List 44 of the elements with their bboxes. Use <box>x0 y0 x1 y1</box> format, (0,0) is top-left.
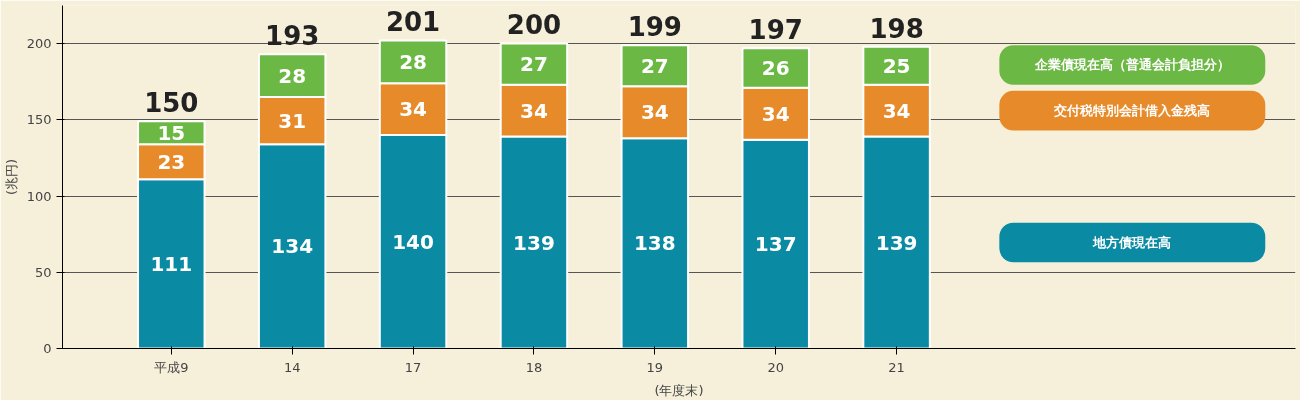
text: 企業債現在高（普通会計負担分） <box>1033 57 1230 73</box>
x-tick-label: 19 <box>646 359 664 375</box>
total-label: 200 <box>506 10 562 41</box>
data-label: 15 <box>157 120 186 145</box>
data-label: 34 <box>520 98 548 123</box>
data-label: 111 <box>150 251 193 276</box>
data-label: 137 <box>754 232 797 257</box>
data-label: 34 <box>882 98 911 123</box>
data-label: 23 <box>157 149 186 174</box>
data-label: 139 <box>513 230 555 255</box>
total-label: 197 <box>748 15 803 46</box>
y-tick-label: 50 <box>34 264 52 280</box>
y-tick-label: 150 <box>26 112 52 128</box>
x-tick-label: 平成9 <box>154 359 189 375</box>
data-label: 134 <box>271 234 314 259</box>
x-axis-title: (年度末) <box>654 382 704 398</box>
data-label: 34 <box>761 101 790 126</box>
data-label: 140 <box>392 229 434 254</box>
text: 交付税特別会計借入金残高 <box>1053 103 1211 119</box>
x-tick-label: 18 <box>525 359 543 375</box>
data-label: 27 <box>640 53 669 78</box>
data-label: 34 <box>399 97 427 122</box>
data-label: 28 <box>399 49 427 74</box>
y-tick-label: 0 <box>43 341 52 356</box>
data-label: 139 <box>875 230 918 255</box>
data-label: 31 <box>278 108 307 133</box>
x-tick-label: 14 <box>283 359 301 375</box>
y-axis-title: (兆円) <box>3 158 19 196</box>
data-label: 27 <box>520 52 548 77</box>
data-label: 26 <box>761 56 790 80</box>
total-label: 198 <box>869 13 924 44</box>
data-label: 34 <box>640 100 669 125</box>
text: 地方債現在高 <box>1092 235 1172 251</box>
y-tick-label: 100 <box>26 188 52 204</box>
total-label: 150 <box>144 88 199 119</box>
y-tick-label: 200 <box>26 36 52 52</box>
total-label: 201 <box>385 7 441 38</box>
x-tick-label: 20 <box>767 359 784 375</box>
data-label: 138 <box>633 231 676 256</box>
x-tick-label: 21 <box>888 359 905 375</box>
x-tick-label: 17 <box>404 359 422 375</box>
data-label: 28 <box>278 63 307 88</box>
total-label: 199 <box>627 11 682 42</box>
data-label: 25 <box>882 53 911 78</box>
